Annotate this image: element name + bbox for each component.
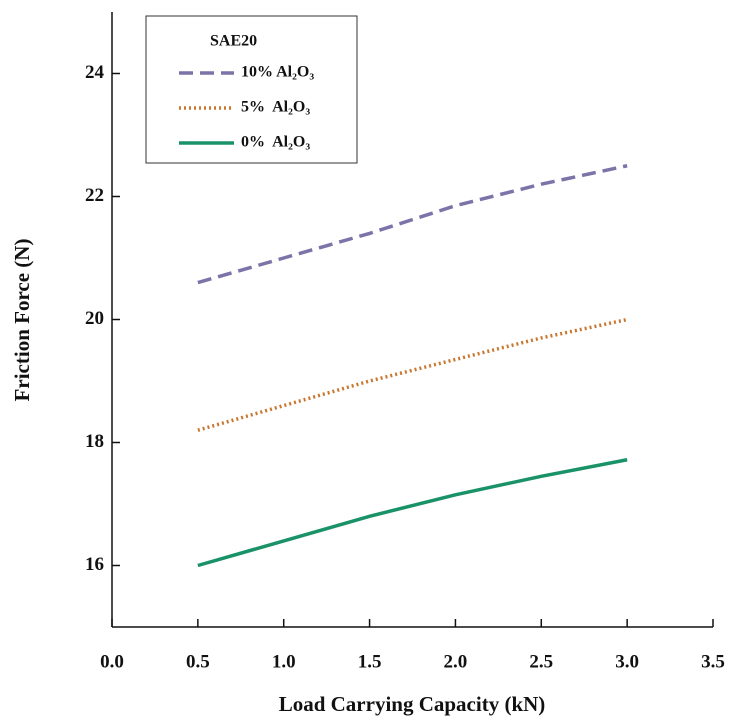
x-tick-label: 3.5 xyxy=(701,651,725,672)
y-tick-label: 20 xyxy=(85,308,104,329)
x-axis-label: Load Carrying Capacity (kN) xyxy=(279,692,546,716)
x-tick-label: 1.5 xyxy=(358,651,382,672)
y-tick-label: 16 xyxy=(85,554,104,575)
legend-label: 5% Al₂O₃ xyxy=(241,99,310,116)
x-tick-label: 0.5 xyxy=(186,651,210,672)
legend-label: 0% Al₂O₃ xyxy=(241,134,310,151)
legend-label: 10% Al₂O₃ xyxy=(241,64,314,81)
legend-title: SAE20 xyxy=(210,33,257,50)
x-tick-label: 3.0 xyxy=(615,651,639,672)
series-line xyxy=(197,317,628,432)
y-tick-label: 22 xyxy=(85,185,104,206)
x-tick-label: 0.0 xyxy=(100,651,124,672)
legend-box xyxy=(145,15,358,164)
x-tick-label: 2.5 xyxy=(529,651,553,672)
series-line xyxy=(197,458,628,568)
y-axis-label: Friction Force (N) xyxy=(10,239,34,402)
y-tick-label: 24 xyxy=(85,62,105,83)
x-tick-label: 1.0 xyxy=(272,651,296,672)
y-tick-label: 18 xyxy=(85,431,104,452)
series-line xyxy=(197,164,628,285)
x-tick-label: 2.0 xyxy=(444,651,468,672)
